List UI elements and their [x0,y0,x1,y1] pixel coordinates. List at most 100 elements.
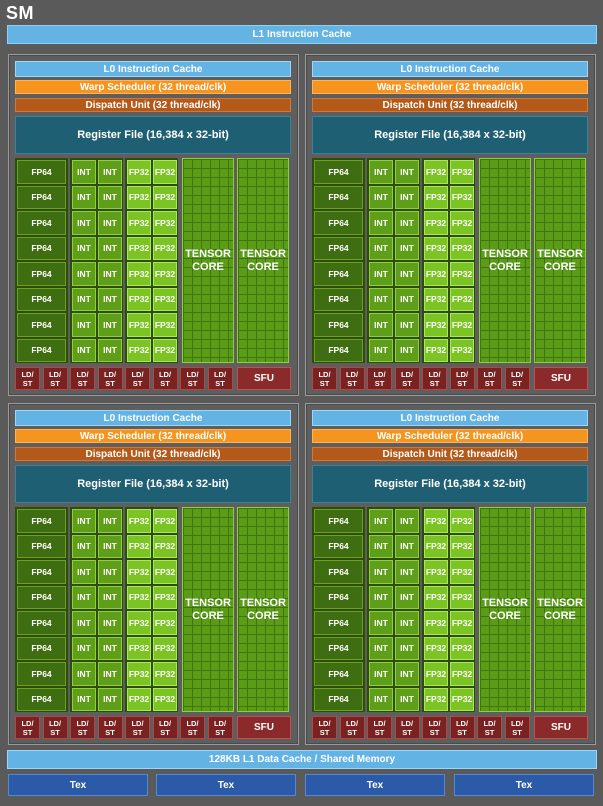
int-unit: INT [395,160,419,184]
register-file: Register File (16,384 x 32-bit) [15,465,291,503]
ld-st-label: LD/ [186,718,199,728]
int-unit: INT [98,160,122,184]
fp64-unit: FP64 [17,262,66,286]
tensor-core-label: TENSOR [482,596,528,609]
fp32-unit: FP32 [424,509,448,533]
int-unit: INT [395,287,419,311]
ld-st-unit: LD/ST [207,716,233,739]
l1-instruction-cache: L1 Instruction Cache [7,25,597,44]
fp64-unit: FP64 [314,636,363,660]
ld-st-label: ST [77,378,88,388]
fp32-unit: FP32 [450,262,474,286]
int-unit: INT [98,287,122,311]
ld-st-unit: LD/ST [394,367,420,390]
ld-st-label: LD/ [400,718,414,728]
int-unit: INT [72,636,96,660]
ld-st-label: LD/ [213,369,227,379]
ld-st-label: LD/ [76,369,89,379]
int-unit: INT [72,611,96,635]
int-unit: INT [98,338,122,362]
ld-st-label: ST [215,378,225,388]
ld-st-unit: LD/ST [367,367,392,390]
fp64-unit: FP64 [17,687,66,711]
ld-st-label: LD/ [103,718,117,728]
warp-scheduler: Warp Scheduler (32 thread/clk) [15,80,291,94]
tex-unit: Tex [8,774,148,796]
fp32-unit: FP32 [450,636,474,660]
fp64-unit: FP64 [314,185,363,209]
fp64-unit: FP64 [17,585,66,609]
int-unit: INT [98,509,122,533]
ld-st-label: ST [22,378,33,388]
dispatch-unit: Dispatch Unit (32 thread/clk) [312,447,588,461]
fp32-unit: FP32 [127,211,151,235]
fp32-unit: FP32 [450,611,474,635]
ld-st-unit: LD/ST [449,367,475,390]
ld-st-label: ST [484,378,495,388]
ld-st-label: ST [402,727,412,737]
warp-scheduler: Warp Scheduler (32 thread/clk) [15,429,291,443]
register-file: Register File (16,384 x 32-bit) [312,116,588,154]
ld-st-label: LD/ [400,369,414,379]
ld-st-label: LD/ [510,369,524,379]
fp32-unit: FP32 [127,636,151,660]
ld-st-label: LD/ [213,718,227,728]
tensor-core-label: CORE [489,609,521,622]
ld-st-label: LD/ [373,369,386,379]
ld-st-label: ST [484,727,495,737]
ld-st-label: ST [50,727,60,737]
fp32-unit: FP32 [424,687,448,711]
tensor-core: TENSOR CORE [479,507,531,712]
ld-st-label: LD/ [345,718,359,728]
ld-st-unit: LD/ST [339,367,365,390]
ld-st-label: ST [187,378,198,388]
ld-st-label: ST [160,727,170,737]
int-unit: INT [369,687,393,711]
int-unit: INT [72,338,96,362]
ld-st-label: ST [457,727,467,737]
fp32-unit: FP32 [450,560,474,584]
fp32-unit: FP32 [424,585,448,609]
int-unit: INT [72,160,96,184]
fp64-unit: FP64 [17,185,66,209]
fp64-unit: FP64 [314,662,363,686]
ld-st-label: ST [347,378,357,388]
int-unit: INT [98,611,122,635]
fp32-unit: FP32 [450,160,474,184]
fp32-unit: FP32 [153,636,177,660]
ld-st-label: LD/ [48,369,62,379]
fp64-unit: FP64 [314,560,363,584]
fp32-unit: FP32 [450,585,474,609]
tensor-core-label: CORE [192,260,224,273]
ld-st-label: ST [347,727,357,737]
ld-st-label: LD/ [483,369,496,379]
int-unit: INT [369,662,393,686]
sfu-unit: SFU [237,367,291,390]
tensor-core-label: CORE [544,609,576,622]
int-unit: INT [369,611,393,635]
ld-st-unit: LD/ST [394,716,420,739]
fp64-unit: FP64 [17,211,66,235]
fp64-unit: FP64 [314,287,363,311]
int-unit: INT [72,560,96,584]
fp64-unit: FP64 [17,160,66,184]
ld-st-label: LD/ [131,369,144,379]
fp32-unit: FP32 [153,509,177,533]
ld-st-unit: LD/ST [152,367,178,390]
ld-st-label: LD/ [318,369,331,379]
ld-st-unit: LD/ST [70,716,95,739]
fp32-unit: FP32 [127,262,151,286]
int-unit: INT [72,313,96,337]
fp32-unit: FP32 [127,509,151,533]
fp64-unit: FP64 [17,338,66,362]
sfu-unit: SFU [237,716,291,739]
fp64-unit: FP64 [314,236,363,260]
int-unit: INT [72,534,96,558]
int-unit: INT [395,636,419,660]
fp32-unit: FP32 [153,585,177,609]
ld-st-unit: LD/ST [312,716,337,739]
dispatch-unit: Dispatch Unit (32 thread/clk) [15,447,291,461]
fp32-unit: FP32 [153,287,177,311]
ld-st-label: ST [512,727,522,737]
fp32-unit: FP32 [127,313,151,337]
